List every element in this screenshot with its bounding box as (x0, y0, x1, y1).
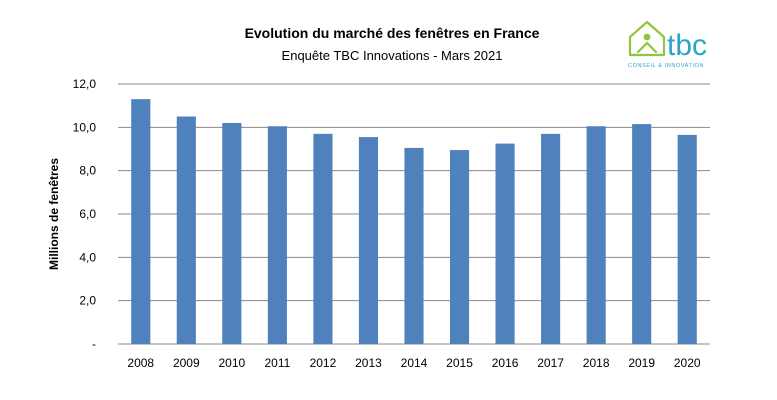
logo-tagline: CONSEIL & INNOVATION (628, 63, 704, 69)
x-tick-label: 2011 (264, 356, 290, 370)
y-tick-label: 12,0 (73, 77, 97, 91)
bar-2012 (313, 133, 333, 344)
x-tick-label: 2010 (218, 356, 245, 370)
x-tick-label: 2019 (628, 356, 655, 370)
y-axis-ticks: - 2,0 4,0 6,0 8,0 10,0 12,0 (73, 77, 97, 351)
chart-subtitle: Enquête TBC Innovations - Mars 2021 (282, 48, 503, 63)
x-tick-label: 2008 (127, 356, 154, 370)
bar-2010 (222, 123, 242, 344)
y-tick-label: - (92, 337, 96, 351)
bar-2016 (495, 143, 515, 344)
bar-2009 (176, 116, 196, 344)
x-tick-label: 2009 (173, 356, 200, 370)
bar-2017 (541, 133, 561, 344)
logo: tbc CONSEIL & INNOVATION (628, 20, 707, 69)
bars (131, 99, 697, 345)
y-tick-label: 8,0 (79, 164, 96, 178)
bar-2015 (449, 150, 470, 344)
y-tick-label: 6,0 (79, 207, 96, 221)
logo-name: tbc (667, 29, 707, 62)
x-tick-label: 2020 (674, 356, 701, 370)
bar-2018 (586, 126, 606, 344)
bar-2013 (358, 137, 379, 344)
house-person-icon (628, 20, 666, 57)
bar-2014 (404, 147, 424, 344)
x-tick-label: 2017 (537, 356, 564, 370)
x-tick-label: 2018 (583, 356, 610, 370)
bar-2008 (131, 99, 151, 345)
x-tick-label: 2015 (446, 356, 473, 370)
x-tick-label: 2014 (401, 356, 428, 370)
x-tick-label: 2013 (355, 356, 382, 370)
x-tick-label: 2012 (310, 356, 337, 370)
bar-2020 (677, 134, 697, 344)
bar-2011 (267, 126, 287, 344)
y-tick-label: 2,0 (79, 294, 96, 308)
y-tick-label: 10,0 (73, 120, 97, 134)
x-axis-ticks: 2008 2009 2010 2011 2012 2013 2014 2015 2016 2017… (127, 356, 700, 370)
chart-title: Evolution du marché des fenêtres en Fran… (245, 25, 540, 41)
y-axis-label: Millions de fenêtres (47, 158, 61, 270)
x-tick-label: 2016 (492, 356, 519, 370)
y-tick-label: 4,0 (79, 250, 96, 264)
bar-2019 (632, 124, 652, 344)
